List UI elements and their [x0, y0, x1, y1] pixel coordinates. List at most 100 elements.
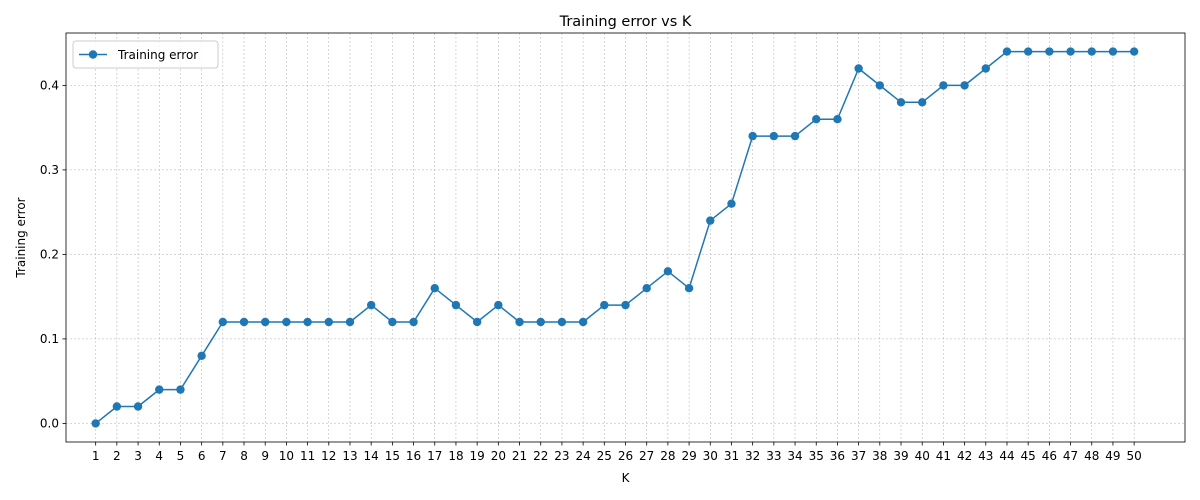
- x-tick-label: 19: [470, 449, 485, 463]
- legend-entry-label: Training error: [117, 48, 198, 62]
- data-point: [663, 267, 673, 276]
- x-tick-label: 42: [957, 449, 972, 463]
- y-axis-label: Training error: [14, 197, 28, 278]
- x-tick-label: 45: [1021, 449, 1036, 463]
- x-tick-label: 23: [554, 449, 569, 463]
- data-point: [578, 317, 588, 327]
- data-point: [197, 351, 206, 361]
- x-tick-label: 48: [1084, 449, 1099, 463]
- x-tick-label: 33: [766, 449, 781, 463]
- data-point: [557, 317, 567, 327]
- x-tick-label: 13: [342, 449, 357, 463]
- x-tick-label: 25: [597, 449, 612, 463]
- x-tick-label: 24: [575, 449, 590, 463]
- x-tick-label: 47: [1063, 449, 1078, 463]
- y-tick-label: 0.2: [40, 248, 59, 262]
- x-tick-label: 28: [660, 449, 675, 463]
- x-tick-label: 8: [240, 449, 248, 463]
- data-point: [600, 300, 609, 310]
- data-point: [1045, 47, 1054, 56]
- data-point: [261, 317, 270, 327]
- data-point: [960, 81, 969, 90]
- data-point: [1129, 47, 1139, 56]
- data-point: [176, 385, 185, 394]
- y-tick-label: 0.4: [40, 79, 59, 93]
- data-point: [239, 317, 249, 327]
- data-point: [854, 64, 863, 73]
- x-tick-label: 39: [893, 449, 908, 463]
- data-point: [769, 131, 779, 141]
- data-point: [494, 300, 503, 310]
- legend-marker-swatch: [88, 50, 98, 59]
- x-axis-ticks: 1 2 3 4 5 6 7 8 9 10 11 12 13 14 15 16 17 18 19 20 21 22 23 24 2…: [92, 442, 1142, 463]
- y-axis-ticks: 0.0 0.1 0.2 0.3 0.4: [40, 79, 66, 431]
- data-point: [91, 419, 100, 428]
- x-tick-label: 30: [703, 449, 718, 463]
- x-tick-label: 32: [745, 449, 760, 463]
- data-point: [133, 402, 143, 411]
- data-point: [388, 317, 397, 327]
- x-tick-label: 10: [279, 449, 294, 463]
- x-tick-label: 7: [219, 449, 227, 463]
- data-point: [918, 98, 927, 107]
- data-point: [1066, 47, 1075, 56]
- y-tick-label: 0.3: [40, 163, 59, 177]
- data-point: [939, 81, 948, 90]
- x-tick-label: 22: [533, 449, 548, 463]
- x-tick-label: 15: [385, 449, 400, 463]
- x-tick-label: 14: [364, 449, 379, 463]
- series-line: [95, 50, 1135, 424]
- x-tick-label: 6: [198, 449, 206, 463]
- data-point: [896, 98, 906, 107]
- data-point: [812, 114, 821, 124]
- x-tick-label: 11: [300, 449, 315, 463]
- data-point: [981, 64, 990, 73]
- x-tick-label: 18: [448, 449, 463, 463]
- x-tick-label: 46: [1042, 449, 1057, 463]
- data-point: [1023, 47, 1033, 56]
- x-tick-label: 36: [830, 449, 845, 463]
- x-tick-label: 43: [978, 449, 993, 463]
- data-point: [748, 131, 757, 141]
- data-point: [430, 284, 439, 293]
- legend-box: [72, 40, 219, 69]
- x-tick-label: 21: [512, 449, 527, 463]
- x-tick-label: 50: [1126, 449, 1141, 463]
- x-tick-label: 49: [1105, 449, 1120, 463]
- data-point: [451, 300, 461, 310]
- x-tick-label: 27: [639, 449, 654, 463]
- x-tick-label: 17: [427, 449, 442, 463]
- x-tick-label: 12: [321, 449, 336, 463]
- x-tick-label: 35: [809, 449, 824, 463]
- x-tick-label: 26: [618, 449, 633, 463]
- data-point: [1087, 47, 1096, 56]
- data-point: [324, 317, 333, 327]
- data-point: [621, 300, 630, 310]
- grid: [66, 33, 1185, 442]
- data-point: [1108, 47, 1118, 56]
- x-tick-label: 20: [491, 449, 506, 463]
- x-tick-label: 37: [851, 449, 866, 463]
- data-point: [790, 131, 800, 141]
- x-tick-label: 16: [406, 449, 421, 463]
- data-point: [536, 317, 545, 327]
- data-point: [112, 402, 122, 411]
- data-point: [1002, 47, 1012, 56]
- series-layer: [91, 47, 1139, 428]
- x-tick-label: 34: [787, 449, 802, 463]
- data-point: [684, 284, 694, 293]
- data-point: [515, 317, 524, 327]
- data-point: [366, 300, 376, 310]
- x-tick-label: 4: [155, 449, 163, 463]
- y-tick-label: 0.1: [40, 332, 59, 346]
- data-point: [706, 216, 715, 225]
- x-tick-label: 2: [113, 449, 121, 463]
- x-tick-label: 40: [915, 449, 930, 463]
- x-tick-label: 1: [92, 449, 100, 463]
- x-tick-label: 5: [177, 449, 185, 463]
- data-point: [875, 81, 885, 90]
- x-tick-label: 9: [261, 449, 269, 463]
- x-tick-label: 29: [681, 449, 696, 463]
